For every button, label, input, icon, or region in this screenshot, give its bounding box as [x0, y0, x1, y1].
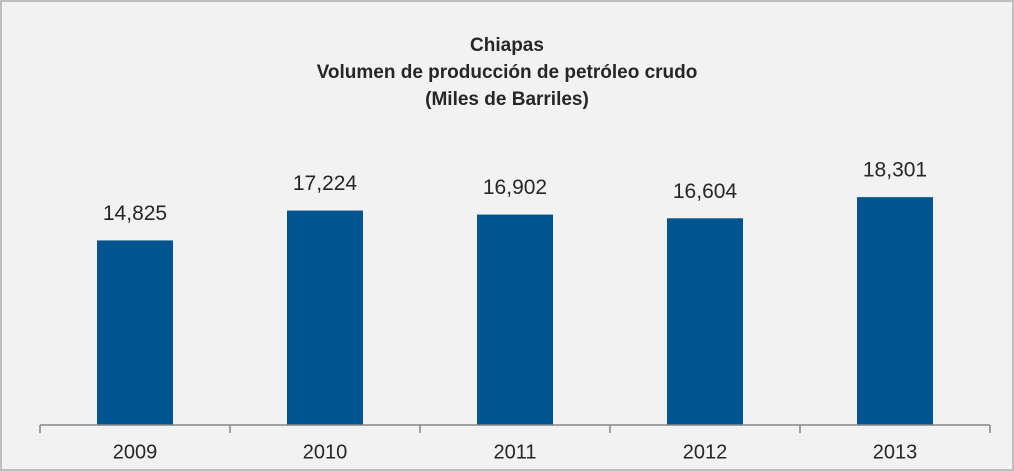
bar	[477, 214, 553, 425]
value-label: 16,604	[673, 180, 738, 203]
x-tick-label: 2011	[493, 441, 536, 463]
x-tick-label: 2010	[303, 441, 348, 463]
value-label: 17,224	[293, 172, 358, 195]
chart-title: Chiapas	[470, 35, 544, 56]
x-tick-label: 2009	[113, 441, 158, 463]
value-label: 16,902	[483, 176, 547, 199]
value-label: 14,825	[103, 202, 167, 225]
x-tick-label: 2012	[683, 441, 728, 463]
bar	[97, 240, 173, 425]
chart-title: Volumen de producción de petróleo crudo	[317, 62, 698, 83]
value-label: 18,301	[863, 159, 927, 182]
bar	[287, 210, 363, 425]
bar	[857, 197, 933, 425]
bar	[667, 218, 743, 425]
x-tick-label: 2013	[873, 441, 918, 463]
chart-title: (Miles de Barriles)	[425, 89, 589, 110]
